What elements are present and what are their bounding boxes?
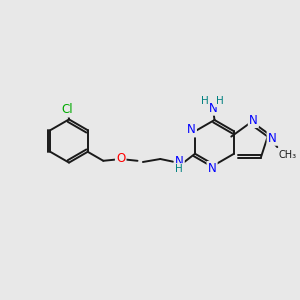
Text: N: N	[268, 132, 277, 145]
Text: Cl: Cl	[62, 103, 73, 116]
Text: N: N	[208, 162, 217, 175]
Text: H: H	[216, 96, 224, 106]
Text: H: H	[175, 164, 183, 174]
Text: N: N	[187, 123, 196, 136]
Text: N: N	[249, 114, 258, 127]
Text: N: N	[175, 154, 184, 168]
Text: N: N	[208, 101, 217, 115]
Text: H: H	[201, 96, 208, 106]
Text: O: O	[116, 152, 125, 165]
Text: CH₃: CH₃	[278, 150, 296, 160]
